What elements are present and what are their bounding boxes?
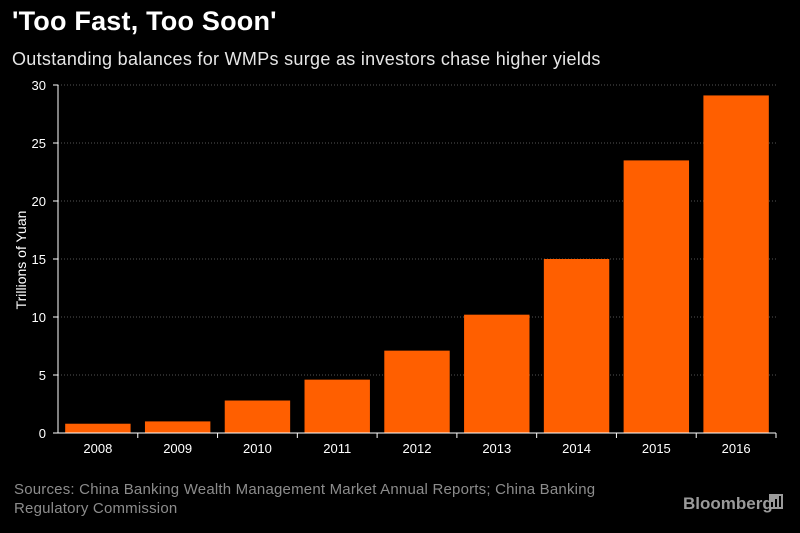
y-tick-label: 10 (32, 310, 46, 325)
x-tick-label: 2014 (562, 441, 591, 456)
x-tick-label: 2011 (323, 441, 351, 456)
x-tick-label: 2010 (243, 441, 272, 456)
tick-labels: 0 5 10 15 20 25 30 2008 2009 2010 2011 2012 2013 2014… (32, 78, 751, 456)
x-tick-label: 2015 (642, 441, 671, 456)
bar-2011 (304, 379, 370, 433)
chart-title: 'Too Fast, Too Soon' (12, 6, 277, 36)
bar-2010 (224, 400, 291, 433)
bar-2012 (384, 350, 450, 433)
bars (65, 95, 769, 433)
y-axis-label: Trillions of Yuan (13, 211, 29, 310)
bar-2009 (144, 421, 211, 433)
axes (53, 84, 777, 438)
bar-chart: 0 5 10 15 20 25 30 2008 2009 2010 2011 2012 2013 2014… (13, 78, 777, 456)
y-tick-label: 5 (39, 368, 46, 383)
source-note: Sources: China Banking Wealth Management… (14, 481, 596, 517)
bloomberg-logo: Bloomberg (683, 494, 773, 513)
bloomberg-chart-icon (769, 494, 783, 509)
bar-2016 (703, 95, 769, 433)
x-tick-label: 2008 (83, 441, 112, 456)
y-tick-label: 25 (32, 136, 46, 151)
y-tick-label: 30 (32, 78, 46, 93)
x-tick-label: 2012 (403, 441, 432, 456)
chart-subtitle: Outstanding balances for WMPs surge as i… (12, 49, 601, 69)
x-tick-label: 2013 (482, 441, 511, 456)
bar-2008 (65, 423, 131, 433)
bar-2014 (543, 259, 610, 433)
bar-2015 (623, 160, 690, 433)
y-tick-label: 20 (32, 194, 46, 209)
bar-2013 (464, 314, 530, 433)
y-tick-label: 0 (39, 426, 46, 441)
y-tick-label: 15 (32, 252, 46, 267)
x-tick-label: 2009 (163, 441, 192, 456)
x-tick-label: 2016 (722, 441, 751, 456)
